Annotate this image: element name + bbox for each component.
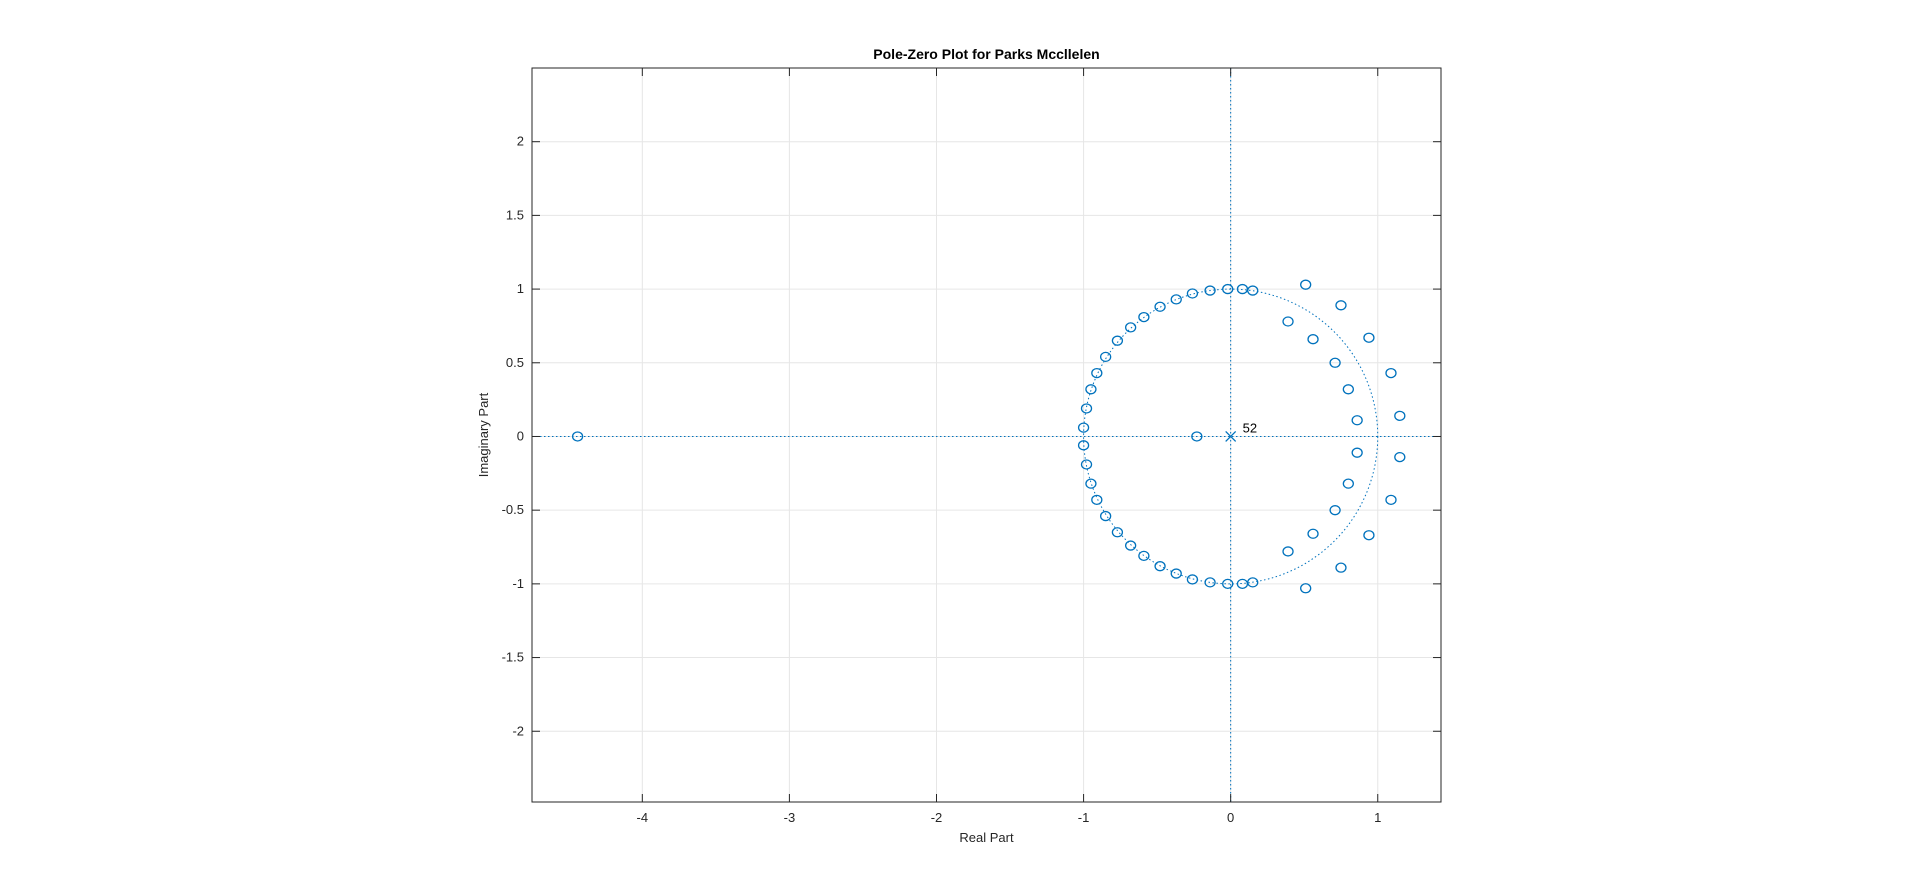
tick-labels: -4 -3 -2 -1 0 1 -2 -1.5 -1 -0.5 0 0.5 1 1.5 2 [502,134,1382,825]
zero-marker [1186,574,1199,585]
x-tick-label: -4 [637,810,649,825]
zero-marker [1363,530,1375,541]
y-tick-label: 1.5 [506,207,524,222]
zero-marker [1363,332,1375,343]
y-tick-label: 1 [517,281,524,296]
axis-ticks [532,68,1441,802]
y-tick-label: 2 [517,134,524,149]
y-tick-label: -0.5 [502,502,524,517]
zero-marker [1329,357,1341,368]
x-tick-label: 0 [1227,810,1234,825]
zero-marker [1170,294,1182,305]
zero-marker [1342,478,1354,489]
zero-marker [1335,562,1347,573]
zero-marker [1085,384,1097,395]
axes-box [531,67,1442,803]
pole-multiplicity-label: 52 [1243,420,1257,435]
zero-marker [1307,528,1319,539]
zero-marker [1394,451,1406,463]
zero-marker [1342,384,1354,395]
zero-marker [1394,410,1406,421]
zero-marker [1138,311,1150,323]
zero-marker [1085,478,1097,489]
data-markers [571,279,1406,594]
unit-circle [1083,288,1379,585]
zero-marker [1138,550,1150,562]
zero-marker [1191,431,1203,442]
y-tick-label: -1.5 [502,650,524,665]
zero-marker [1204,285,1216,296]
zero-marker [1124,540,1137,551]
zero-marker [1099,510,1112,522]
chart-title: Pole-Zero Plot for Parks Mccllelen [873,46,1099,62]
zero-marker [1247,577,1259,588]
annotations: 52 [1243,420,1257,435]
reference-lines [532,68,1441,802]
zero-marker [1091,367,1103,379]
y-tick-label: -2 [512,723,524,738]
zero-marker [1385,367,1397,379]
pole-marker [1225,431,1237,442]
grid-lines [532,68,1441,802]
y-axis-label: Imaginary Part [476,392,491,477]
x-axis-label: Real Part [959,830,1014,845]
pole-marker-stroke [1225,431,1237,442]
y-tick-label: -1 [512,576,524,591]
zero-marker [571,431,584,442]
zero-marker [1091,494,1103,506]
zero-marker [1154,561,1166,572]
y-tick-label: 0.5 [506,355,524,370]
zero-marker [1351,447,1363,458]
zero-marker [1080,403,1093,414]
zero-marker [1111,335,1124,346]
y-tick-label: 0 [517,428,524,443]
zero-marker [1385,494,1397,506]
zero-marker [1222,283,1234,295]
zero-marker [1300,583,1312,594]
zero-marker [1154,301,1166,312]
zero-marker [1335,300,1347,311]
zero-marker [1111,527,1124,538]
zero-marker [1329,505,1341,516]
x-tick-label: -1 [1078,810,1090,825]
zero-marker [1300,279,1312,290]
zero-marker [1307,334,1319,345]
x-tick-label: -3 [784,810,796,825]
zero-marker [1282,546,1294,557]
zero-marker [1080,459,1093,470]
zero-marker [1204,577,1216,588]
zero-marker [1077,422,1090,433]
zero-marker [1186,288,1199,299]
x-tick-label: 1 [1374,810,1381,825]
x-tick-label: -2 [931,810,943,825]
zero-marker [1351,415,1363,426]
zero-marker [1099,351,1112,363]
zero-marker [1222,578,1234,590]
zero-marker [1170,568,1182,579]
zero-marker [1077,440,1090,451]
zero-marker [1282,316,1294,327]
zero-marker [1247,285,1259,296]
zero-marker [1124,322,1137,333]
